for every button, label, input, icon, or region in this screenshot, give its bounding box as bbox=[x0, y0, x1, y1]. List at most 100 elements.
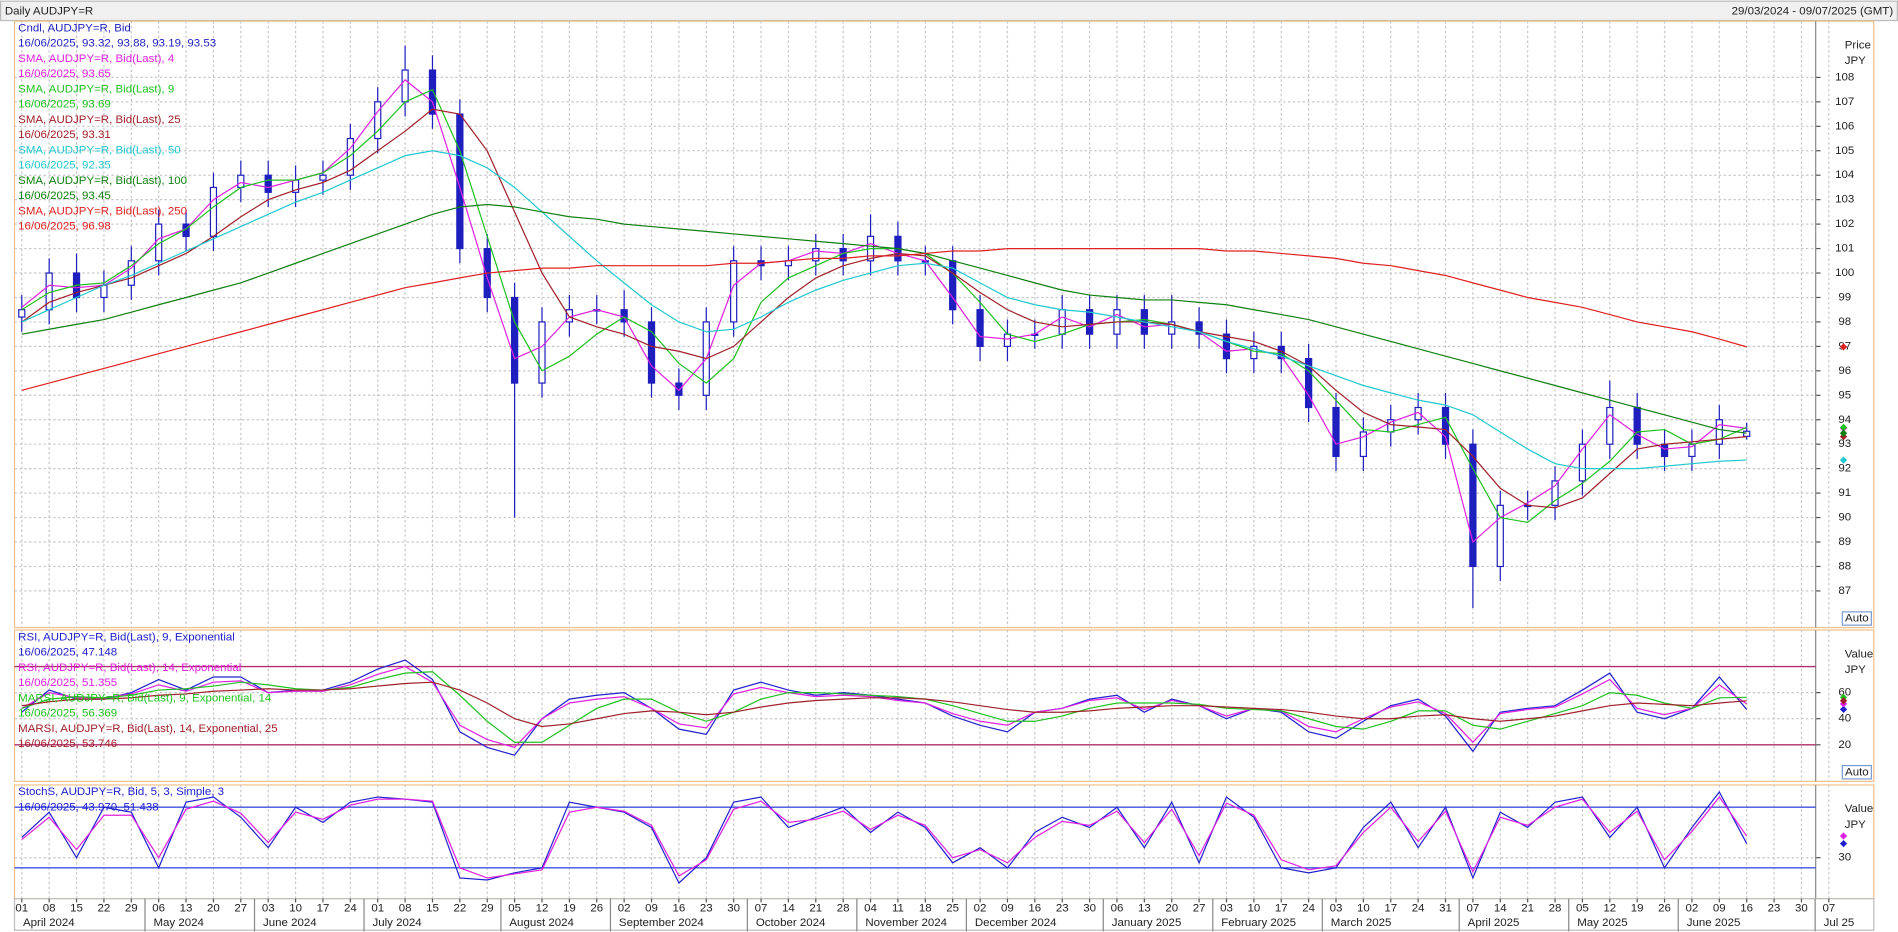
indicator-line bbox=[21, 681, 1747, 728]
x-tick-label: 11 bbox=[892, 902, 904, 914]
x-tick-label: 23 bbox=[700, 902, 713, 914]
y-tick-label: 101 bbox=[1835, 243, 1854, 255]
y-tick-label: 105 bbox=[1835, 145, 1854, 157]
month-label: October 2024 bbox=[756, 917, 826, 929]
legend-text: 16/06/2025, 53.746 bbox=[18, 738, 117, 750]
legend-text: RSI, AUDJPY=R, Bid(Last), 14, Exponentia… bbox=[18, 662, 241, 674]
x-tick-label: 26 bbox=[1658, 902, 1671, 914]
candle-body bbox=[319, 174, 327, 181]
last-value-marker bbox=[1839, 705, 1848, 714]
legend-text: 16/06/2025, 93.31 bbox=[18, 129, 111, 141]
candle-body bbox=[1085, 309, 1094, 335]
x-tick-label: 10 bbox=[1357, 902, 1370, 914]
pane-border bbox=[13, 629, 1875, 782]
last-value-marker bbox=[1839, 343, 1848, 351]
month-label: December 2024 bbox=[975, 917, 1057, 929]
month-label: July 2024 bbox=[373, 917, 423, 929]
scale-button-label[interactable]: Auto bbox=[1845, 613, 1869, 625]
x-tick-label: 26 bbox=[590, 902, 603, 914]
month-label: November 2024 bbox=[865, 917, 947, 929]
legend-text: RSI, AUDJPY=R, Bid(Last), 9, Exponential bbox=[18, 631, 235, 643]
scale-button-label[interactable]: Auto bbox=[1845, 766, 1869, 778]
candle-body bbox=[675, 382, 683, 396]
y-tick-label: 94 bbox=[1838, 414, 1851, 426]
candle-body bbox=[1633, 406, 1641, 445]
x-tick-label: 10 bbox=[289, 902, 302, 914]
x-tick-label: 21 bbox=[809, 902, 822, 914]
candle-body bbox=[100, 284, 108, 299]
legend-text: SMA, AUDJPY=R, Bid(Last), 250 bbox=[18, 205, 187, 217]
candle-body bbox=[1715, 419, 1723, 445]
month-label: May 2025 bbox=[1577, 917, 1627, 929]
y-tick-label: 108 bbox=[1835, 71, 1854, 83]
x-tick-label: 31 bbox=[1439, 902, 1452, 914]
month-label: May 2024 bbox=[153, 917, 204, 929]
y-tick-label: 91 bbox=[1838, 487, 1851, 499]
x-tick-label: 07 bbox=[755, 902, 768, 914]
scale-button[interactable] bbox=[1841, 764, 1872, 780]
x-tick-label: 27 bbox=[1193, 902, 1206, 914]
header-bar bbox=[0, 0, 1898, 22]
y-tick-label: 20 bbox=[1838, 739, 1851, 751]
candle-body bbox=[1003, 333, 1012, 347]
x-tick-label: 21 bbox=[1521, 902, 1534, 914]
x-tick-label: 02 bbox=[974, 902, 987, 914]
indicator-line bbox=[21, 796, 1748, 879]
month-label: Jul 25 bbox=[1824, 917, 1855, 929]
y-tick-label: 88 bbox=[1838, 560, 1851, 572]
legend-text: SMA, AUDJPY=R, Bid(Last), 9 bbox=[18, 83, 174, 95]
y-axis-title: Value bbox=[1845, 803, 1874, 815]
x-tick-label: 04 bbox=[864, 902, 877, 914]
x-tick-label: 05 bbox=[508, 902, 521, 914]
x-tick-label: 14 bbox=[1494, 902, 1507, 914]
legend-text: 16/06/2025, 43.970, 51.438 bbox=[18, 802, 159, 814]
candle-body bbox=[510, 296, 519, 384]
y-tick-label: 40 bbox=[1838, 713, 1851, 725]
y-axis-title: Price bbox=[1845, 39, 1871, 51]
x-tick-label: 12 bbox=[1603, 902, 1616, 914]
candle-body bbox=[401, 69, 409, 103]
legend-text: 16/06/2025, 47.148 bbox=[18, 647, 117, 659]
month-label: June 2024 bbox=[263, 917, 317, 929]
legend-text: StochS, AUDJPY=R, Bid, 5, 3, Simple, 3 bbox=[18, 786, 224, 798]
candle-body bbox=[1195, 321, 1203, 335]
candle-body bbox=[1578, 443, 1587, 482]
candle-body bbox=[1469, 443, 1477, 568]
last-value-marker bbox=[1839, 839, 1848, 848]
x-tick-label: 16 bbox=[673, 902, 686, 914]
scale-button[interactable] bbox=[1841, 611, 1872, 626]
y-tick-label: 106 bbox=[1835, 120, 1854, 132]
x-tick-label: 02 bbox=[618, 902, 631, 914]
x-tick-label: 17 bbox=[1384, 902, 1397, 914]
x-tick-label: 09 bbox=[645, 902, 658, 914]
x-tick-label: 29 bbox=[481, 902, 494, 914]
legend-text: 16/06/2025, 93.65 bbox=[18, 68, 111, 80]
x-tick-label: 06 bbox=[152, 902, 165, 914]
last-value-marker bbox=[1839, 697, 1848, 705]
candle-body bbox=[730, 260, 738, 323]
x-tick-label: 27 bbox=[234, 902, 247, 914]
x-tick-label: 25 bbox=[946, 902, 959, 914]
y-tick-label: 99 bbox=[1838, 292, 1851, 304]
chart-title: Daily AUDJPY=R bbox=[5, 6, 93, 18]
last-value-marker bbox=[1839, 832, 1848, 840]
x-tick-label: 06 bbox=[1111, 902, 1124, 914]
month-label: January 2025 bbox=[1112, 917, 1182, 929]
candle-body bbox=[1551, 480, 1559, 506]
candle-body bbox=[374, 101, 382, 140]
y-axis-unit: JPY bbox=[1845, 664, 1866, 676]
x-axis-area bbox=[13, 898, 1875, 931]
month-label: March 2025 bbox=[1331, 917, 1392, 929]
x-tick-label: 30 bbox=[1795, 902, 1808, 914]
legend-text: SMA, AUDJPY=R, Bid(Last), 50 bbox=[18, 144, 180, 156]
indicator-line bbox=[21, 150, 1747, 470]
y-tick-label: 100 bbox=[1835, 267, 1854, 279]
y-tick-label: 96 bbox=[1838, 365, 1851, 377]
x-tick-label: 15 bbox=[70, 902, 83, 914]
indicator-line bbox=[21, 665, 1748, 749]
y-tick-label: 95 bbox=[1838, 389, 1851, 401]
x-tick-label: 22 bbox=[453, 902, 466, 914]
candle-body bbox=[1304, 358, 1313, 409]
legend-text: SMA, AUDJPY=R, Bid(Last), 4 bbox=[18, 53, 175, 65]
